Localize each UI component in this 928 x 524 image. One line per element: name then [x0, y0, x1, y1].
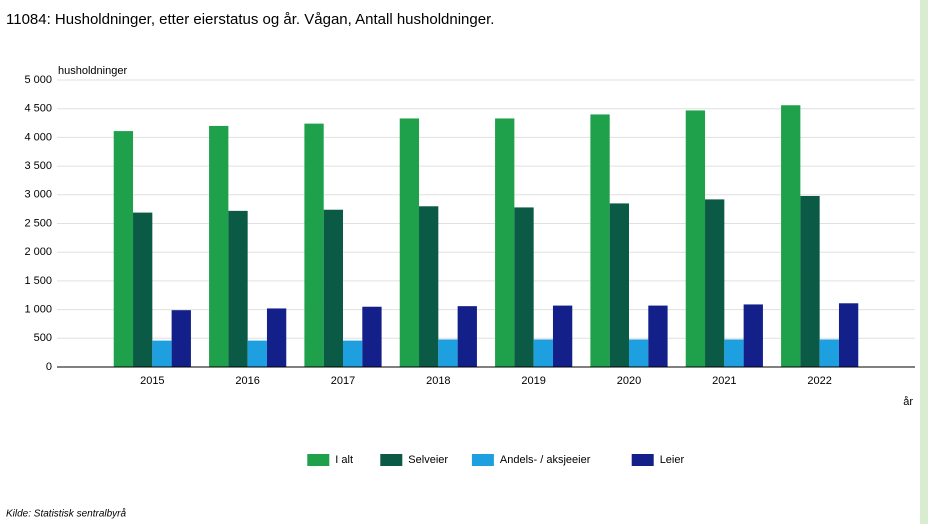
bar — [419, 206, 439, 367]
y-tick-label: 1 500 — [24, 275, 52, 287]
bar — [343, 340, 363, 367]
bar — [133, 212, 153, 367]
y-tick-label: 2 500 — [24, 217, 52, 229]
chart-title: 11084: Husholdninger, etter eierstatus o… — [6, 11, 494, 28]
legend-swatch — [471, 454, 494, 466]
x-tick-label: 2022 — [807, 375, 831, 387]
bar — [705, 199, 725, 367]
bar — [685, 110, 706, 367]
y-tick-label: 3 500 — [24, 160, 52, 172]
source: Kilde: Statistisk sentralbyrå — [6, 508, 126, 520]
bar — [743, 304, 763, 367]
legend-swatch — [631, 454, 654, 466]
bar — [552, 305, 573, 367]
bar — [362, 306, 382, 367]
legend-label: Leier — [660, 454, 685, 466]
x-tick-label: 2020 — [617, 375, 641, 387]
legend-label: I alt — [335, 454, 353, 466]
bar — [533, 339, 553, 367]
y-tick-label: 4 000 — [24, 131, 52, 143]
bar — [171, 310, 191, 367]
bar — [800, 195, 820, 367]
bar — [399, 118, 420, 367]
x-tick-label: 2017 — [331, 375, 355, 387]
x-tick-label: 2021 — [712, 375, 736, 387]
bar — [438, 339, 458, 367]
legend-swatch — [307, 454, 330, 466]
y-axis-label: husholdninger — [58, 65, 127, 77]
bar — [781, 105, 801, 368]
x-tick-label: 2019 — [521, 375, 545, 387]
y-tick-label: 3 000 — [24, 189, 52, 201]
side-bar — [920, 0, 928, 524]
bar — [266, 308, 287, 367]
legend-swatch — [380, 454, 403, 466]
legend-label: Selveier — [408, 454, 448, 466]
bar — [838, 303, 859, 367]
bar — [724, 339, 744, 367]
bar — [152, 340, 172, 367]
bar — [247, 340, 267, 367]
bar — [228, 210, 248, 367]
x-axis-label: år — [903, 396, 913, 408]
y-tick-label: 0 — [46, 361, 52, 373]
bar — [113, 131, 134, 367]
bar — [457, 306, 477, 367]
y-tick-label: 1 000 — [24, 304, 52, 316]
bar — [648, 305, 668, 367]
y-tick-label: 2 000 — [24, 246, 52, 258]
bar — [514, 207, 534, 367]
y-tick-label: 500 — [34, 332, 52, 344]
x-tick-label: 2015 — [140, 375, 164, 387]
y-tick-label: 5 000 — [24, 74, 52, 86]
x-tick-label: 2018 — [426, 375, 450, 387]
bar — [819, 339, 839, 367]
y-tick-label: 4 500 — [24, 103, 52, 115]
bar — [590, 114, 610, 367]
bar — [495, 118, 515, 367]
bar — [629, 339, 649, 367]
bar — [609, 203, 629, 367]
x-tick-label: 2016 — [235, 375, 259, 387]
bar — [209, 125, 229, 367]
legend-label: Andels- / aksjeeier — [500, 454, 591, 466]
bar — [304, 123, 324, 368]
bar — [323, 209, 343, 367]
